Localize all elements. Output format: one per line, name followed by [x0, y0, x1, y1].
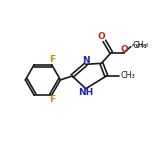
Text: O: O [98, 33, 105, 41]
Text: NH: NH [78, 88, 93, 97]
Text: CH₃: CH₃ [133, 41, 147, 50]
Text: F: F [50, 95, 56, 104]
Text: N: N [82, 56, 90, 65]
Text: F: F [50, 55, 56, 64]
Text: methyl: methyl [132, 43, 149, 48]
Text: CH₃: CH₃ [121, 71, 136, 81]
Text: O: O [121, 45, 129, 54]
